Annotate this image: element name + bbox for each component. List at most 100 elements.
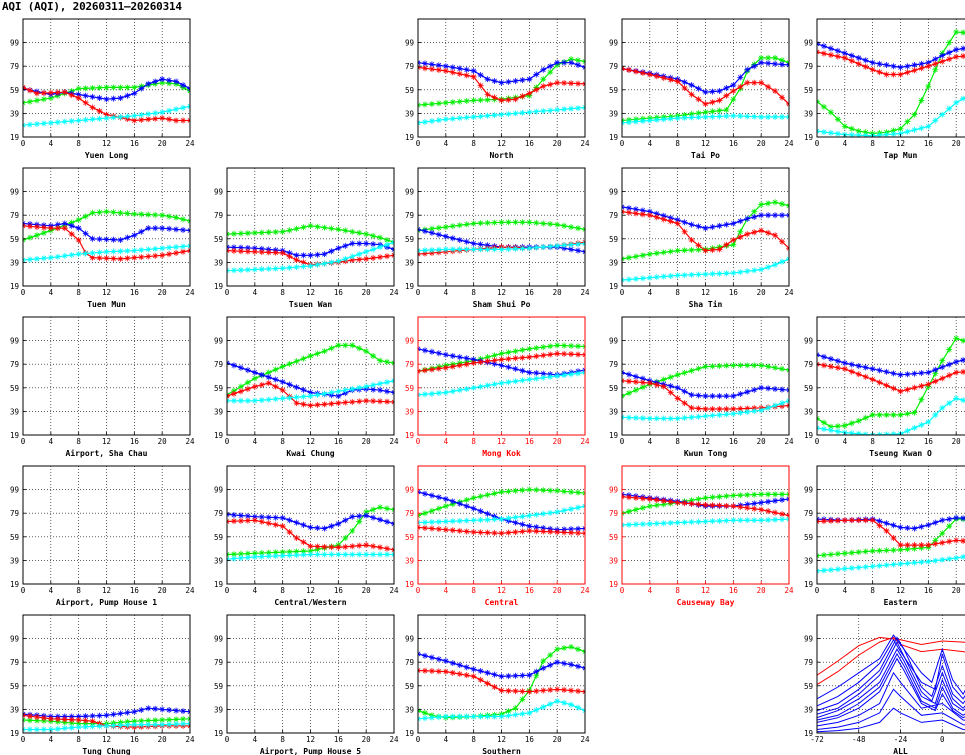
series-group (418, 342, 585, 398)
data-point-marker (307, 402, 314, 409)
x-tick-label: 4 (49, 437, 54, 446)
data-point-marker (484, 91, 491, 98)
data-point-marker (377, 380, 384, 387)
data-point-marker (561, 507, 568, 514)
data-point-marker (68, 719, 75, 726)
data-point-marker (300, 401, 307, 408)
data-point-marker (477, 676, 484, 683)
data-point-marker (442, 63, 449, 70)
data-point-marker (498, 687, 505, 694)
x-tick-label: 0 (225, 735, 230, 744)
data-point-marker (547, 69, 554, 76)
x-tick-label: 0 (21, 288, 26, 297)
data-point-marker (300, 263, 307, 270)
data-point-marker (68, 222, 75, 229)
x-tick-label: 4 (843, 139, 848, 148)
data-point-marker (300, 393, 307, 400)
data-point-marker (251, 383, 258, 390)
data-point-marker (370, 506, 377, 513)
data-point-marker (723, 393, 730, 400)
data-point-marker (897, 411, 904, 418)
x-tick-label: 0 (416, 288, 421, 297)
x-tick-label: 16 (130, 288, 140, 297)
data-point-marker (646, 71, 653, 78)
data-point-marker (568, 488, 575, 495)
data-point-marker (456, 70, 463, 77)
data-point-marker (526, 486, 533, 493)
data-point-marker (180, 104, 187, 111)
x-tick-label: 16 (130, 586, 140, 595)
y-tick-label: 79 (214, 509, 223, 518)
data-point-marker (554, 59, 561, 66)
data-point-marker (470, 360, 477, 367)
data-point-marker (575, 225, 582, 232)
data-point-marker (272, 265, 279, 272)
data-point-marker (737, 228, 744, 235)
data-point-marker (820, 353, 827, 360)
data-point-marker (131, 721, 138, 728)
y-tick-label: 39 (10, 258, 19, 267)
y-tick-label: 39 (405, 109, 414, 118)
data-point-marker (932, 537, 939, 544)
data-point-marker (442, 658, 449, 665)
data-point-marker (75, 95, 82, 102)
data-point-marker (124, 234, 131, 241)
data-point-marker (237, 397, 244, 404)
y-tick-label: 59 (10, 86, 19, 95)
series-group (418, 219, 585, 258)
data-point-marker (946, 538, 953, 545)
data-point-marker (639, 521, 646, 528)
data-point-marker (512, 77, 519, 84)
data-point-marker (442, 496, 449, 503)
data-point-marker (370, 514, 377, 521)
data-point-marker (953, 514, 960, 521)
data-point-marker (103, 208, 110, 215)
data-point-marker (307, 393, 314, 400)
data-point-marker (848, 565, 855, 572)
data-point-marker (876, 60, 883, 67)
data-point-marker (953, 395, 960, 402)
data-point-marker (293, 384, 300, 391)
data-point-marker (519, 347, 526, 354)
data-point-marker (855, 430, 862, 435)
data-point-marker (131, 254, 138, 261)
data-point-marker (342, 551, 349, 558)
data-point-marker (723, 411, 730, 418)
data-point-marker (827, 109, 834, 116)
data-point-marker (300, 522, 307, 528)
data-point-marker (702, 406, 709, 413)
data-point-marker (660, 75, 667, 81)
x-tick-label: 16 (525, 735, 535, 744)
data-point-marker (484, 680, 491, 687)
data-point-marker (939, 556, 946, 563)
panel-title: Tsuen Wan (289, 300, 333, 309)
data-point-marker (159, 245, 166, 252)
data-point-marker (442, 713, 449, 720)
data-point-marker (435, 224, 442, 231)
data-point-marker (335, 544, 342, 551)
data-point-marker (484, 354, 491, 361)
data-point-marker (716, 493, 723, 500)
data-point-marker (470, 494, 477, 501)
data-point-marker (293, 548, 300, 555)
data-point-marker (89, 254, 96, 261)
data-point-marker (363, 348, 370, 355)
data-point-marker (779, 94, 786, 101)
data-point-marker (953, 335, 960, 342)
y-tick-label: 59 (10, 682, 19, 691)
data-point-marker (138, 247, 145, 254)
data-point-marker (575, 105, 582, 112)
data-point-marker (639, 379, 646, 386)
y-tick-label: 59 (804, 384, 813, 393)
data-point-marker (862, 364, 869, 371)
data-point-marker (681, 400, 688, 407)
data-point-marker (314, 524, 321, 531)
data-point-marker (279, 395, 286, 402)
y-tick-label: 39 (10, 109, 19, 118)
data-point-marker (667, 374, 674, 381)
data-point-marker (68, 724, 75, 731)
data-point-marker (561, 80, 568, 87)
data-point-marker (463, 528, 470, 535)
data-point-marker (890, 561, 897, 568)
data-point-marker (363, 512, 370, 519)
